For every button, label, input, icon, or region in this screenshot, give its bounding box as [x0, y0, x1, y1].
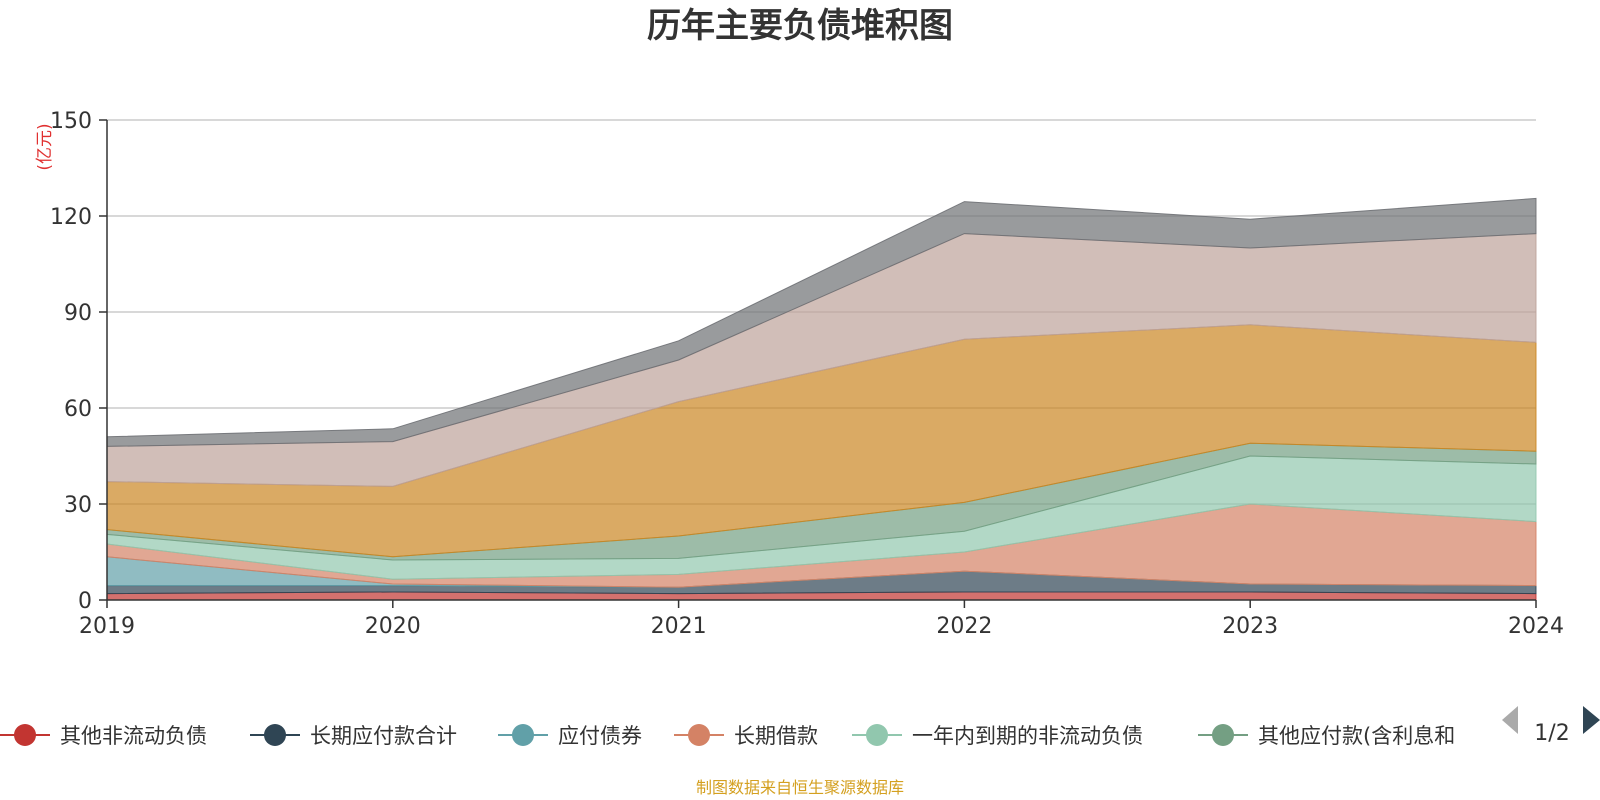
y-tick-label: 150 — [50, 109, 92, 134]
x-tick-label: 2022 — [936, 614, 992, 639]
area-series-group — [106, 197, 1537, 601]
area-series-9[interactable] — [106, 197, 1537, 447]
legend-page-indicator: 1/2 — [1534, 721, 1569, 746]
x-tick-label: 2023 — [1222, 614, 1278, 639]
y-tick-label: 0 — [78, 589, 92, 614]
legend-circle-marker — [264, 724, 286, 746]
legend-item-1[interactable]: 其他非流动负债 — [0, 724, 207, 748]
legend-circle-marker — [1212, 724, 1234, 746]
legend: 其他非流动负债 长期应付款合计 应付债券 长期借款 一年内到期的非流动负债 其他应付款(含… — [0, 724, 1455, 748]
x-tick-label: 2024 — [1508, 614, 1564, 639]
x-tick-label: 2020 — [365, 614, 421, 639]
y-tick-label: 120 — [50, 205, 92, 230]
legend-item-6[interactable]: 其他应付款(含利息和 — [1198, 724, 1455, 748]
legend-label: 其他应付款(含利息和 — [1258, 724, 1455, 748]
legend-item-4[interactable]: 长期借款 — [674, 724, 818, 748]
legend-label: 一年内到期的非流动负债 — [912, 724, 1143, 748]
axes: 0 30 60 90 120 150 2019 2020 2021 2022 2023 2024 — [50, 109, 1564, 639]
data-source-note: 制图数据来自恒生聚源数据库 — [696, 778, 904, 797]
y-axis-unit-label: (亿元) — [35, 123, 55, 170]
legend-circle-marker — [512, 724, 534, 746]
legend-circle-marker — [866, 724, 888, 746]
legend-item-3[interactable]: 应付债券 — [498, 724, 642, 748]
legend-item-2[interactable]: 长期应付款合计 — [250, 724, 457, 748]
y-tick-label: 90 — [64, 301, 92, 326]
triangle-right-icon[interactable] — [1583, 706, 1600, 734]
x-tick-label: 2021 — [651, 614, 707, 639]
chart-title: 历年主要负债堆积图 — [647, 6, 953, 46]
legend-circle-marker — [688, 724, 710, 746]
legend-label: 长期应付款合计 — [310, 724, 457, 748]
triangle-left-icon[interactable] — [1502, 706, 1518, 734]
legend-circle-marker — [14, 724, 36, 746]
y-tick-label: 30 — [64, 493, 92, 518]
legend-pager: 1/2 — [1502, 706, 1600, 746]
legend-label: 其他非流动负债 — [60, 724, 207, 748]
y-tick-label: 60 — [64, 397, 92, 422]
legend-label: 应付债券 — [558, 724, 642, 748]
x-tick-label: 2019 — [79, 614, 135, 639]
legend-item-5[interactable]: 一年内到期的非流动负债 — [852, 724, 1143, 748]
legend-label: 长期借款 — [734, 724, 818, 748]
